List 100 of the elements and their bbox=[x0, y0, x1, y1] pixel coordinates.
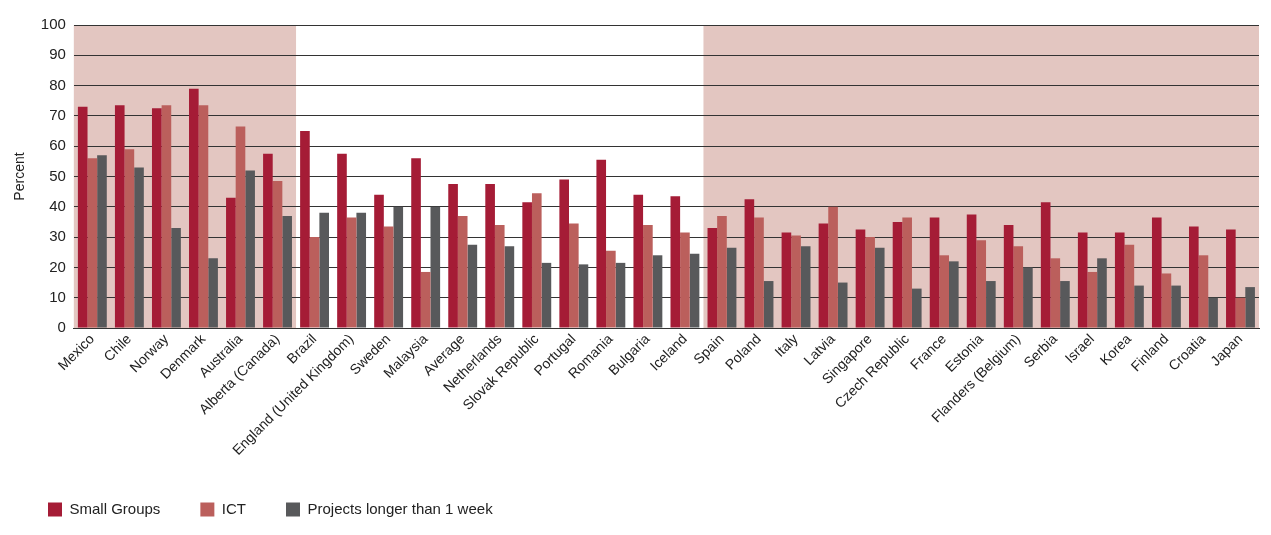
bar bbox=[457, 215, 468, 328]
bar bbox=[855, 229, 866, 328]
bar bbox=[1235, 297, 1246, 328]
bar bbox=[1050, 258, 1061, 328]
bar bbox=[1013, 246, 1024, 328]
y-tick-label: 0 bbox=[57, 318, 66, 336]
y-tick-label: 20 bbox=[49, 257, 66, 275]
bar bbox=[939, 255, 949, 328]
y-axis-title: Percent bbox=[11, 152, 28, 201]
y-tick-label: 30 bbox=[49, 227, 66, 245]
y-tick-label: 100 bbox=[40, 15, 66, 33]
bar bbox=[448, 184, 458, 328]
bar bbox=[494, 224, 505, 328]
bar bbox=[77, 106, 88, 328]
bar bbox=[161, 105, 172, 328]
bar bbox=[1151, 217, 1162, 328]
bar bbox=[1134, 285, 1144, 328]
bar bbox=[976, 240, 987, 328]
bar bbox=[87, 158, 98, 328]
bar bbox=[791, 235, 801, 328]
y-tick-label: 80 bbox=[49, 75, 66, 93]
bar bbox=[263, 153, 273, 328]
bar bbox=[986, 281, 996, 328]
bar bbox=[781, 232, 792, 328]
x-tick-label: Italy bbox=[771, 330, 801, 360]
bar bbox=[1226, 229, 1236, 328]
bar bbox=[337, 153, 347, 328]
bar bbox=[1124, 244, 1135, 328]
y-tick-label: 70 bbox=[49, 106, 66, 124]
bar bbox=[97, 155, 107, 328]
bar bbox=[670, 196, 681, 328]
bar bbox=[615, 262, 626, 328]
bar bbox=[393, 206, 404, 328]
bar bbox=[818, 223, 829, 328]
bar bbox=[171, 228, 181, 328]
legend-label: ICT bbox=[221, 499, 247, 517]
bar bbox=[559, 179, 570, 328]
bar bbox=[151, 108, 162, 328]
bar bbox=[578, 264, 589, 328]
bar bbox=[208, 258, 218, 328]
bar bbox=[652, 255, 663, 328]
bar bbox=[309, 237, 320, 328]
bar bbox=[531, 193, 542, 328]
bar bbox=[300, 131, 310, 328]
bar bbox=[420, 271, 431, 328]
bar bbox=[1171, 285, 1181, 328]
legend-label: Projects longer than 1 week bbox=[307, 499, 494, 517]
bar bbox=[633, 194, 644, 328]
bar bbox=[411, 158, 421, 328]
bar bbox=[356, 212, 367, 328]
bar bbox=[430, 206, 441, 328]
y-tick-label: 60 bbox=[49, 136, 66, 154]
bar bbox=[1161, 273, 1172, 328]
bar bbox=[1060, 281, 1070, 328]
bar bbox=[1208, 297, 1218, 328]
bar bbox=[272, 181, 283, 328]
bar bbox=[541, 262, 552, 328]
bar bbox=[800, 246, 811, 328]
bar bbox=[124, 149, 135, 328]
bar bbox=[467, 244, 478, 328]
bar bbox=[707, 228, 718, 328]
bar bbox=[226, 197, 236, 328]
bar bbox=[374, 194, 384, 328]
bar bbox=[1077, 232, 1088, 328]
bar bbox=[929, 217, 940, 328]
bar bbox=[1189, 226, 1199, 328]
bar bbox=[1023, 267, 1033, 328]
bar bbox=[282, 215, 292, 328]
y-tick-label: 50 bbox=[49, 166, 66, 184]
bar bbox=[522, 202, 532, 328]
bar bbox=[504, 246, 515, 328]
bar bbox=[606, 250, 616, 328]
bar bbox=[949, 261, 959, 328]
bar bbox=[134, 167, 144, 328]
bar bbox=[383, 226, 394, 328]
bar bbox=[828, 206, 838, 328]
bar bbox=[189, 88, 199, 328]
bar bbox=[754, 217, 764, 328]
bar bbox=[911, 288, 922, 328]
bar bbox=[114, 105, 125, 328]
y-tick-label: 90 bbox=[49, 45, 66, 63]
bar bbox=[235, 126, 246, 328]
bar bbox=[966, 214, 977, 328]
bar bbox=[726, 247, 737, 328]
bar bbox=[837, 282, 848, 328]
bar bbox=[717, 215, 727, 328]
bar bbox=[1040, 202, 1051, 328]
bar bbox=[865, 237, 875, 328]
legend-label: Small Groups bbox=[69, 499, 161, 517]
bar bbox=[198, 105, 209, 328]
bar bbox=[680, 232, 690, 328]
bar bbox=[1198, 255, 1209, 328]
bar bbox=[245, 170, 255, 328]
bar bbox=[892, 221, 903, 328]
bar bbox=[744, 199, 755, 328]
bar bbox=[346, 217, 357, 328]
bar bbox=[763, 281, 774, 328]
bar bbox=[1003, 224, 1014, 328]
bar bbox=[643, 224, 653, 328]
bar bbox=[1245, 287, 1255, 328]
